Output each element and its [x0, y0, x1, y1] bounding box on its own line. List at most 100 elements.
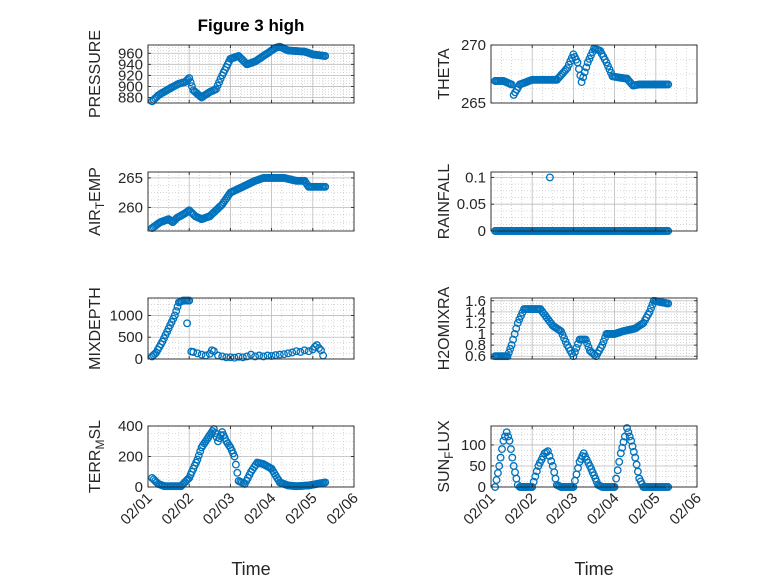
- data-point: [321, 52, 330, 60]
- y-tick-label: 960: [118, 45, 143, 62]
- data-point: [183, 319, 192, 328]
- y-axis-label-part: LUX: [436, 420, 453, 451]
- y-axis-label-part: SL: [87, 420, 104, 440]
- y-tick-label: 265: [461, 95, 486, 112]
- data-point: [572, 343, 581, 352]
- y-tick-label: 0.6: [465, 348, 486, 365]
- y-axis-label-part: MIXDEPTH: [87, 287, 104, 370]
- x-axis-label-right: Time: [574, 559, 613, 579]
- axes-box: [490, 425, 698, 488]
- y-tick-label: 1: [478, 326, 486, 343]
- data-point: [569, 352, 578, 361]
- data-point: [623, 424, 631, 433]
- y-tick-label: 0.1: [465, 169, 486, 186]
- data-point: [510, 330, 519, 338]
- data-point: [645, 307, 654, 316]
- data-point: [242, 352, 251, 361]
- x-axis-label-left: Time: [231, 559, 270, 579]
- data-point: [193, 349, 202, 358]
- y-axis-label-part: F: [442, 452, 456, 459]
- subplot-4: 0 0.05 0.1 RAINFALL: [436, 164, 698, 240]
- data-point: [647, 304, 655, 313]
- data-point: [234, 352, 243, 361]
- y-tick-label: 0: [135, 351, 143, 368]
- figure-title: Figure 3 high: [198, 16, 305, 35]
- y-axis-label: MIXDEPTH: [87, 287, 104, 370]
- data-point: [186, 78, 195, 87]
- y-tick-label: 265: [118, 170, 143, 187]
- data-point: [504, 348, 513, 357]
- data-point: [664, 80, 673, 89]
- y-tick-label: 1.4: [465, 304, 486, 321]
- data-point: [315, 344, 323, 353]
- data-point: [288, 348, 297, 357]
- data-point: [185, 296, 194, 305]
- data-point: [577, 78, 586, 87]
- data-point: [321, 182, 330, 191]
- data-point: [624, 428, 633, 437]
- data-point: [543, 447, 552, 456]
- data-point: [619, 438, 628, 447]
- data-point: [284, 349, 293, 358]
- data-point: [170, 311, 179, 320]
- data-point: [598, 341, 607, 350]
- y-tick-label: 0.05: [457, 196, 486, 213]
- data-point: [612, 474, 621, 483]
- data-point: [197, 350, 206, 359]
- data-point: [570, 348, 579, 357]
- subplot-5: 0 500 1000 MIXDEPTH: [87, 287, 355, 370]
- subplot-6: 0.60.811.21.41.6 H2OMIXRA: [436, 286, 698, 370]
- y-axis-label: PRESSURE: [87, 30, 104, 118]
- data-point: [321, 478, 330, 487]
- y-tick-label: 270: [461, 37, 486, 54]
- y-tick-label: 50: [469, 458, 486, 475]
- data-point: [304, 347, 313, 356]
- data-point: [508, 453, 517, 462]
- data-point: [581, 335, 590, 344]
- data-point: [296, 348, 305, 356]
- y-tick-label: 0: [478, 223, 486, 240]
- data-point: [492, 476, 501, 484]
- data-point: [495, 462, 504, 470]
- axes-box: [490, 297, 698, 360]
- axes-box: [147, 44, 355, 104]
- data-point: [230, 452, 239, 461]
- data-point: [580, 68, 589, 77]
- data-point: [582, 63, 591, 72]
- y-axis-label-part: H2OMIXRA: [436, 286, 453, 370]
- data-point: [583, 339, 592, 348]
- data-point: [183, 207, 192, 216]
- axes-box: [490, 44, 698, 104]
- data-point: [507, 341, 516, 350]
- data-point: [231, 460, 240, 469]
- subplot-3: 260 265 AIRTEMP: [87, 167, 355, 236]
- y-tick-label: 900: [118, 78, 143, 95]
- data-point: [504, 432, 513, 441]
- y-axis-label: RAINFALL: [436, 164, 453, 240]
- data-point: [618, 443, 627, 452]
- axes-box: [147, 171, 355, 232]
- y-tick-label: 0: [478, 479, 486, 496]
- y-axis-label-part: AIR: [87, 209, 104, 236]
- data-point: [209, 347, 218, 356]
- data-point: [579, 73, 588, 82]
- y-tick-label: 100: [461, 437, 486, 454]
- y-tick-label: 0.8: [465, 337, 486, 354]
- data-point: [616, 449, 625, 458]
- data-point: [196, 92, 205, 101]
- data-point: [664, 299, 673, 308]
- data-point: [222, 353, 231, 362]
- y-tick-label: 0: [135, 479, 143, 496]
- y-tick-label: 500: [118, 329, 143, 346]
- data-point: [275, 350, 284, 359]
- y-axis-label: THETA: [436, 48, 453, 100]
- axes-box: [490, 171, 698, 232]
- y-axis-label-part: TERR: [87, 450, 104, 494]
- data-point: [599, 337, 608, 346]
- y-axis-label-part: RAINFALL: [436, 164, 453, 240]
- data-point: [503, 352, 512, 361]
- data-point: [505, 436, 514, 445]
- data-point: [512, 324, 521, 333]
- y-axis-label: TERRMSL: [87, 420, 107, 493]
